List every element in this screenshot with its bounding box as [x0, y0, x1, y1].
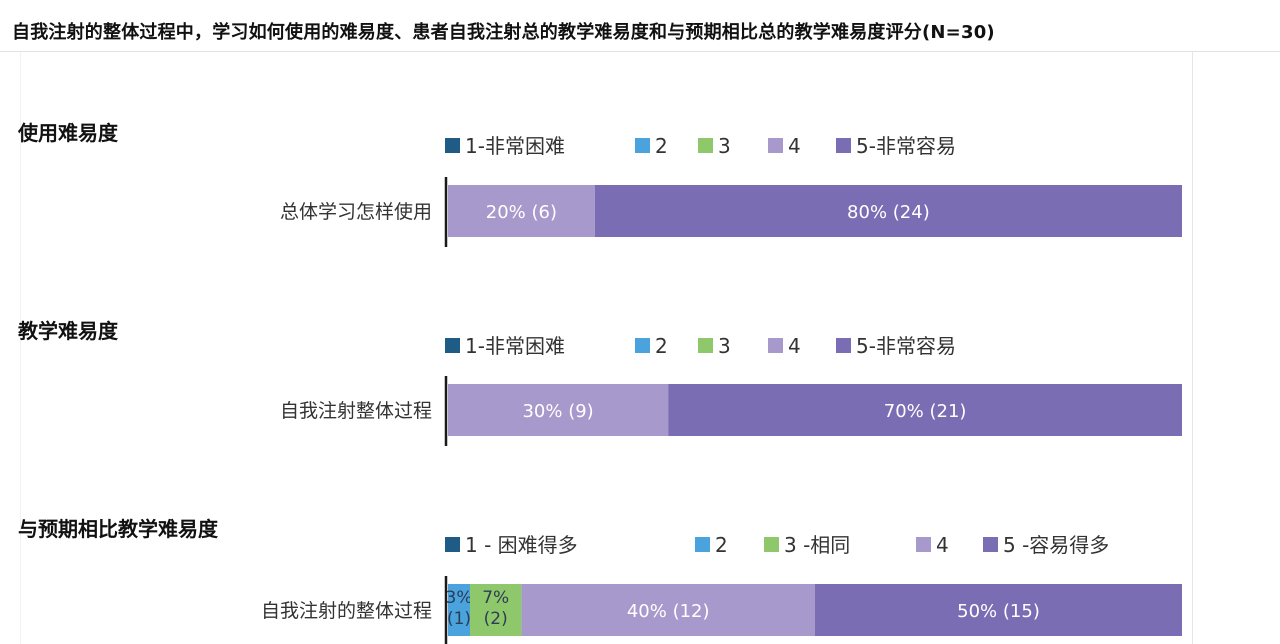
legend-label-1-3: 3	[718, 134, 731, 158]
bar-value-label-3-2-line1: 3%	[446, 588, 473, 608]
legend-label-3-5: 5 -容易得多	[1003, 533, 1109, 557]
bar-value-label-3-5: 50% (15)	[957, 601, 1040, 622]
bar-segment-2-4	[448, 384, 669, 436]
bar-segment-3-3	[470, 584, 522, 636]
page-title: 自我注射的整体过程中，学习如何使用的难易度、患者自我注射总的教学难易度和与预期相…	[12, 22, 995, 43]
legend-label-1-1: 1-非常困难	[465, 134, 565, 158]
bar-segment-2-5	[668, 384, 1182, 436]
legend-label-3-3: 3 -相同	[784, 533, 850, 557]
legend-label-3-1: 1 - 困难得多	[465, 533, 578, 557]
legend-swatch-3-2	[695, 537, 710, 552]
legend-swatch-1-4	[768, 138, 783, 153]
legend-swatch-3-1	[445, 537, 460, 552]
bar-value-label-2-5: 70% (21)	[884, 401, 967, 422]
legend-label-3-2: 2	[715, 533, 728, 557]
row-label-2: 自我注射整体过程	[280, 400, 432, 422]
legend-swatch-1-2	[635, 138, 650, 153]
left-divider	[20, 52, 21, 644]
bar-segment-3-2	[448, 584, 471, 636]
legend-swatch-3-4	[916, 537, 931, 552]
legend-swatch-2-5	[836, 338, 851, 353]
legend-label-1-4: 4	[788, 134, 801, 158]
legend-swatch-2-4	[768, 338, 783, 353]
bar-value-label-3-4: 40% (12)	[627, 601, 710, 622]
header-bar: 自我注射的整体过程中，学习如何使用的难易度、患者自我注射总的教学难易度和与预期相…	[0, 0, 1280, 52]
section-title-2: 教学难易度	[18, 319, 119, 343]
legend-swatch-1-5	[836, 138, 851, 153]
legend-swatch-2-3	[698, 338, 713, 353]
section-title-1: 使用难易度	[17, 121, 119, 145]
right-divider	[1192, 52, 1193, 644]
bar-value-label-3-3-line1: 7%	[482, 588, 509, 608]
row-label-3: 自我注射的整体过程	[261, 600, 432, 622]
bar-segment-3-4	[521, 584, 815, 636]
legend-label-3-4: 4	[936, 533, 949, 557]
legend-label-1-5: 5-非常容易	[856, 134, 956, 158]
legend-swatch-2-2	[635, 338, 650, 353]
bar-segment-1-5	[594, 185, 1182, 237]
bar-segment-1-4	[448, 185, 595, 237]
legend-swatch-1-1	[445, 138, 460, 153]
legend-label-2-1: 1-非常困难	[465, 334, 565, 358]
legend-label-2-5: 5-非常容易	[856, 334, 956, 358]
legend-swatch-3-3	[764, 537, 779, 552]
row-label-1: 总体学习怎样使用	[280, 201, 432, 223]
legend-label-2-3: 3	[718, 334, 731, 358]
bar-value-label-3-3-line2: (2)	[484, 609, 508, 629]
legend-swatch-3-5	[983, 537, 998, 552]
legend-swatch-2-1	[445, 338, 460, 353]
section-title-3: 与预期相比教学难易度	[18, 517, 219, 541]
bar-segment-3-5	[815, 584, 1182, 636]
bar-value-label-2-4: 30% (9)	[522, 401, 593, 422]
bar-value-label-3-2-line2: (1)	[447, 609, 471, 629]
legend-label-2-4: 4	[788, 334, 801, 358]
legend-swatch-1-3	[698, 138, 713, 153]
bar-value-label-1-4: 20% (6)	[486, 202, 557, 223]
bar-value-label-1-5: 80% (24)	[847, 202, 930, 223]
legend-label-2-2: 2	[655, 334, 668, 358]
legend-label-1-2: 2	[655, 134, 668, 158]
